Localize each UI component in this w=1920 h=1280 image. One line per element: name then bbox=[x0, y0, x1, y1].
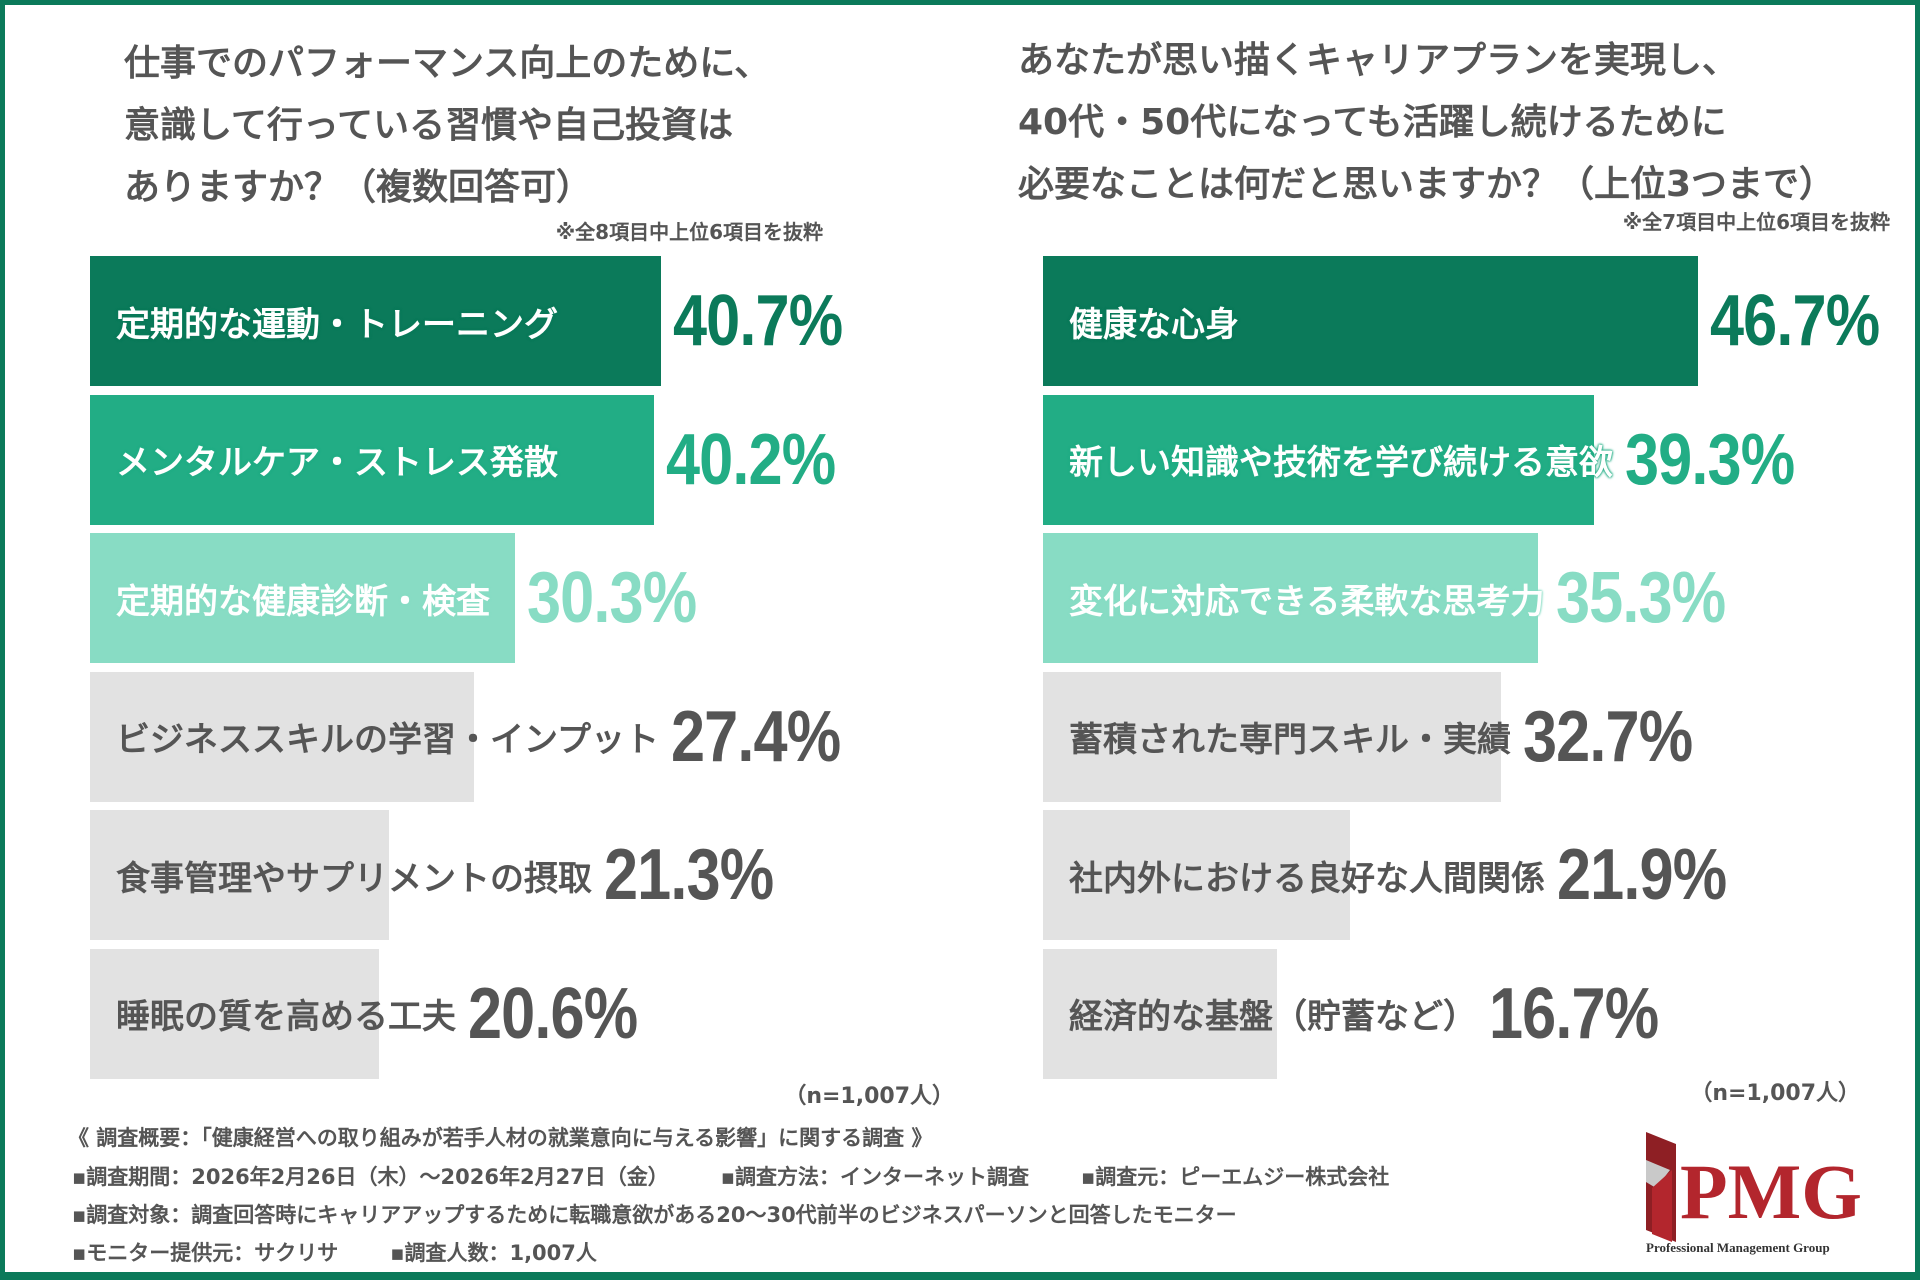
bar-row: 定期的な運動・トレーニング 40.7% bbox=[90, 256, 872, 386]
title-line: あなたが思い描くキャリアプランを実現し、 bbox=[1018, 40, 1739, 81]
svg-text:Professional Management Group: Professional Management Group bbox=[1646, 1240, 1830, 1255]
title-line: 必要なことは何だと思いますか？（上位3つまで） bbox=[1018, 164, 1836, 205]
bar-value-label: 40.7% bbox=[672, 281, 843, 361]
bar-label: 定期的な健康診断・検査 bbox=[116, 581, 490, 622]
bar bbox=[1043, 948, 1278, 1079]
bar-row: 健康な心身 46.7% bbox=[1043, 256, 1909, 386]
bar-row: ビジネススキルの学習・インプット 27.4% bbox=[90, 671, 870, 802]
bar bbox=[1043, 671, 1502, 802]
bar-value-label: 16.7% bbox=[1489, 973, 1659, 1054]
bar-row: 変化に対応できる柔軟な思考力 35.3% bbox=[1043, 533, 1755, 663]
survey-organizer: ▪調査元：ピーエムジー株式会社 bbox=[1081, 1165, 1390, 1189]
bar-label: メンタルケア・ストレス発散 bbox=[116, 443, 558, 483]
left-chart-title: 仕事でのパフォーマンス向上のために、 意識して行っている習慣や自己投資は ありま… bbox=[124, 33, 770, 219]
bar-row: 食事管理やサプリメントの摂取 21.3% bbox=[90, 810, 803, 940]
title-line: ありますか？（複数回答可） bbox=[124, 167, 593, 208]
bar-row: 新しい知識や技術を学び続ける意欲 39.3% bbox=[1043, 394, 1824, 525]
bar-value-label: 46.7% bbox=[1709, 281, 1880, 361]
survey-line-1: ▪調査期間：2026年2月26日（木）～2026年2月27日（金） ▪調査方法：イ… bbox=[72, 1161, 1441, 1191]
bar-label: 食事管理やサプリメントの摂取 bbox=[116, 858, 592, 899]
bar-row: 睡眠の質を高める工夫 20.6% bbox=[90, 948, 667, 1079]
bar-label: 変化に対応できる柔軟な思考力 bbox=[1069, 581, 1545, 622]
survey-count: ▪調査人数：1,007人 bbox=[390, 1241, 597, 1265]
bar-value-label: 21.9% bbox=[1557, 835, 1727, 915]
title-line: 意識して行っている習慣や自己投資は bbox=[124, 105, 734, 146]
bar bbox=[90, 948, 379, 1079]
bar bbox=[90, 533, 515, 663]
bar-value-label: 32.7% bbox=[1523, 696, 1693, 777]
right-chart-note: ※全7項目中上位6項目を抜粋 bbox=[1622, 210, 1890, 234]
bar-row: 社内外における良好な人間関係 21.9% bbox=[1043, 810, 1756, 940]
bar-value-label: 21.3% bbox=[604, 835, 774, 915]
bar-row: 定期的な健康診断・検査 30.3% bbox=[90, 533, 726, 663]
bar-value-label: 39.3% bbox=[1625, 419, 1795, 500]
pmg-logo: PMG Professional Management Group bbox=[1640, 1130, 1880, 1255]
bar-label: 蓄積された専門スキル・実績 bbox=[1069, 720, 1511, 760]
bar bbox=[90, 671, 475, 802]
survey-line-3: ▪モニター提供元：サクリサ ▪調査人数：1,007人 bbox=[72, 1237, 649, 1267]
svg-text:PMG: PMG bbox=[1680, 1148, 1862, 1235]
right-chart-title: あなたが思い描くキャリアプランを実現し、 40代・50代になっても活躍し続けるた… bbox=[1018, 30, 1835, 216]
bar bbox=[90, 394, 654, 525]
bar-label: 経済的な基盤（貯蓄など） bbox=[1069, 997, 1477, 1037]
left-chart-note: ※全8項目中上位6項目を抜粋 bbox=[555, 220, 823, 244]
survey-provider: ▪モニター提供元：サクリサ bbox=[72, 1241, 339, 1265]
bar-value-label: 35.3% bbox=[1556, 558, 1726, 638]
bar-value-label: 20.6% bbox=[468, 973, 638, 1054]
bar-row: 蓄積された専門スキル・実績 32.7% bbox=[1043, 671, 1722, 802]
bar bbox=[1043, 810, 1351, 940]
survey-heading: 《 調査概要：「健康経営への取り組みが若手人材の就業意向に与える影響」に関する調… bbox=[68, 1126, 933, 1150]
bar-label: 健康な心身 bbox=[1069, 304, 1239, 345]
bar-label: 定期的な運動・トレーニング bbox=[116, 304, 558, 345]
bar-label: 社内外における良好な人間関係 bbox=[1069, 858, 1545, 899]
bar-row: メンタルケア・ストレス発散 40.2% bbox=[90, 394, 865, 525]
pmg-logo-mark: PMG Professional Management Group bbox=[1646, 1132, 1862, 1255]
title-line: 仕事でのパフォーマンス向上のために、 bbox=[124, 43, 771, 84]
bar-value-label: 30.3% bbox=[526, 558, 697, 638]
bar-value-label: 27.4% bbox=[670, 696, 841, 777]
bar-label: 睡眠の質を高める工夫 bbox=[116, 997, 456, 1037]
bar-value-label: 40.2% bbox=[665, 419, 836, 500]
bar-label: 新しい知識や技術を学び続ける意欲 bbox=[1069, 443, 1613, 483]
bar-label: ビジネススキルの学習・インプット bbox=[116, 720, 659, 760]
bar bbox=[90, 810, 389, 940]
left-chart-sample-size: （n=1,007人） bbox=[784, 1084, 954, 1109]
title-line: 40代・50代になっても活躍し続けるために bbox=[1018, 102, 1727, 143]
bar bbox=[1043, 533, 1538, 663]
survey-method: ▪調査方法：インターネット調査 bbox=[720, 1165, 1030, 1189]
bar bbox=[1043, 394, 1594, 525]
bar-row: 経済的な基盤（貯蓄など） 16.7% bbox=[1043, 948, 1688, 1079]
bar bbox=[1043, 256, 1698, 386]
right-chart-sample-size: （n=1,007人） bbox=[1690, 1081, 1860, 1106]
survey-period: ▪調査期間：2026年2月26日（木）～2026年2月27日（金） bbox=[72, 1165, 669, 1189]
bar bbox=[90, 256, 661, 386]
survey-target: ▪調査対象：調査回答時にキャリアアップするために転職意欲がある20～30代前半の… bbox=[72, 1203, 1237, 1227]
